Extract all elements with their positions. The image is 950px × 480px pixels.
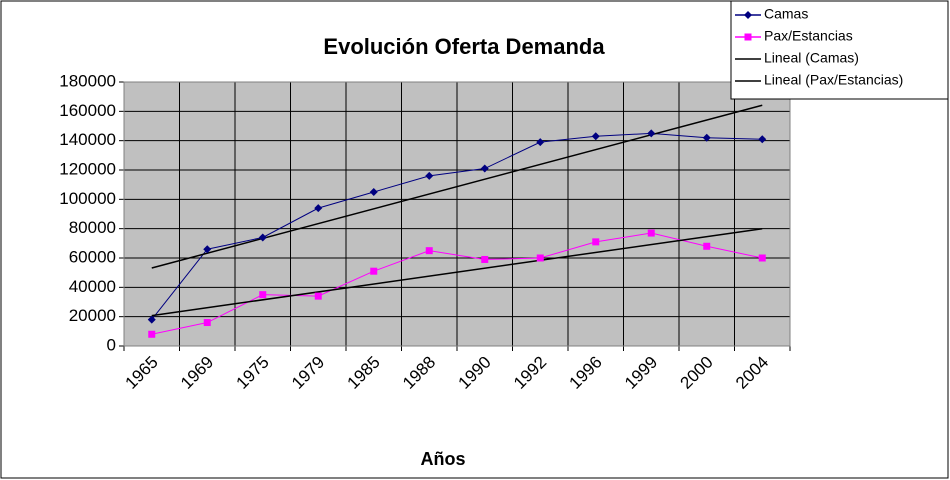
marker [425, 247, 433, 255]
marker [314, 204, 323, 213]
y-tick-label: 80000 [69, 218, 116, 237]
marker [481, 255, 489, 263]
plot-border [123, 81, 791, 347]
y-tick-label: 120000 [59, 159, 116, 178]
chart-title: Evolución Oferta Demanda [323, 34, 605, 59]
marker [702, 133, 711, 142]
legend-box [730, 0, 949, 100]
marker [592, 238, 600, 246]
legend-label: Pax/Estancias [764, 28, 853, 44]
legend-marker [744, 11, 752, 19]
y-tick-label: 100000 [59, 189, 116, 208]
trendline [151, 227, 763, 317]
marker [647, 229, 655, 237]
legend-label: Camas [764, 6, 808, 22]
y-tick-label: 20000 [69, 306, 116, 325]
marker [703, 242, 711, 250]
y-tick-label: 180000 [59, 71, 116, 90]
marker [203, 319, 211, 327]
marker [758, 135, 767, 144]
marker [259, 291, 267, 299]
marker [147, 315, 156, 324]
marker [647, 129, 656, 138]
marker [591, 132, 600, 141]
legend-label: Lineal (Pax/Estancias) [764, 72, 903, 88]
series-line [151, 132, 763, 320]
marker [536, 138, 545, 147]
y-tick-label: 40000 [69, 277, 116, 296]
marker [203, 245, 212, 254]
marker [369, 188, 378, 196]
legend-label: Lineal (Camas) [764, 50, 859, 66]
marker [314, 292, 322, 300]
marker [536, 254, 544, 262]
marker [425, 171, 434, 180]
series-line [151, 232, 763, 335]
trendline [151, 104, 763, 269]
legend-marker [744, 33, 752, 41]
y-tick-label: 160000 [59, 101, 116, 120]
legend: Camas Pax/Estancias Lineal (Camas) Lineal (… [730, 0, 949, 100]
y-tick-label: 0 [107, 335, 116, 354]
y-tick-label: 140000 [59, 130, 116, 149]
x-axis-label: Años [421, 449, 466, 469]
marker [370, 267, 378, 275]
marker [758, 254, 766, 262]
marker [480, 164, 489, 173]
y-tick-label: 60000 [69, 247, 116, 266]
marker [258, 233, 267, 242]
marker [148, 330, 156, 338]
